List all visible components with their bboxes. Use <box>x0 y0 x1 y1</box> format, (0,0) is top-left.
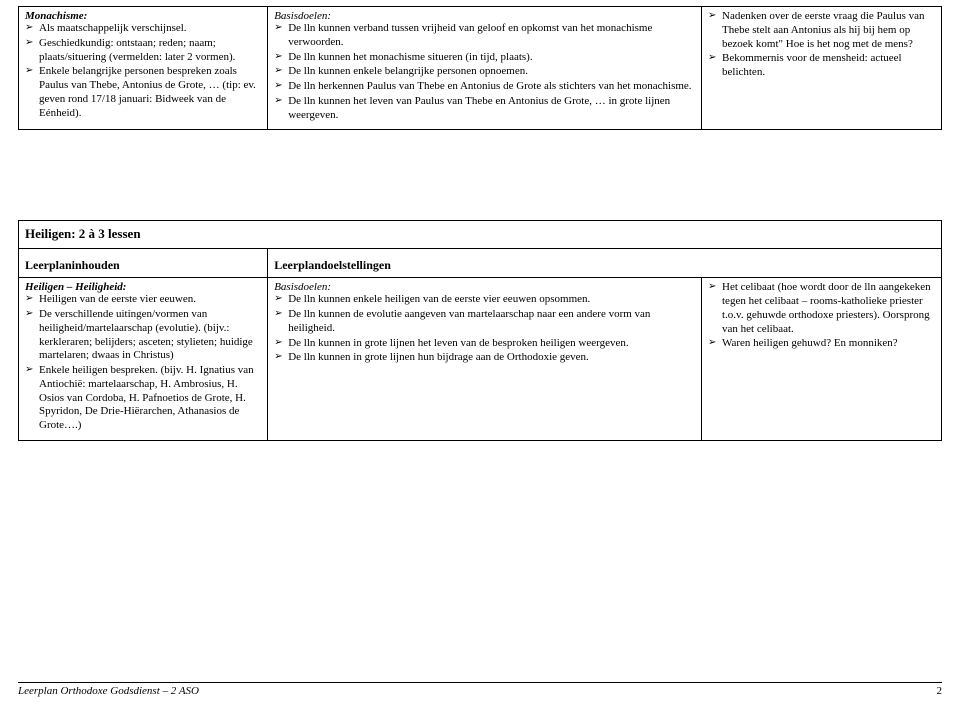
list-item: De lln kunnen in grote lijnen hun bijdra… <box>274 351 695 365</box>
list-item: De lln herkennen Paulus van Thebe en Ant… <box>274 80 695 94</box>
list-heiligen-inhoud: Heiligen van de eerste vier eeuwen. De v… <box>25 293 261 433</box>
list-item: De verschillende uitingen/vormen van hei… <box>25 308 261 363</box>
list-item: Geschiedkundig: ontstaan; reden; naam; p… <box>25 37 261 65</box>
list-item: De lln kunnen de evolutie aangeven van m… <box>274 308 695 336</box>
cell-monachisme-extra: Nadenken over de eerste vraag die Paulus… <box>702 7 942 130</box>
list-item: De lln kunnen in grote lijnen het leven … <box>274 337 695 351</box>
footer-title: Leerplan Orthodoxe Godsdienst – 2 ASO <box>18 685 199 697</box>
list-heiligen-extra: Het celibaat (hoe wordt door de lln aang… <box>708 281 935 351</box>
list-monachisme-extra: Nadenken over de eerste vraag die Paulus… <box>708 10 935 80</box>
page-footer: Leerplan Orthodoxe Godsdienst – 2 ASO 2 <box>18 682 942 697</box>
cell-heiligen-extra: Het celibaat (hoe wordt door de lln aang… <box>702 278 942 441</box>
list-item: Waren heiligen gehuwd? En monniken? <box>708 337 935 351</box>
heading-monachisme: Monachisme: <box>25 10 261 22</box>
list-item: Heiligen van de eerste vier eeuwen. <box>25 293 261 307</box>
heading-basisdoelen-1: Basisdoelen: <box>274 10 695 22</box>
list-item: De lln kunnen enkele heiligen van de eer… <box>274 293 695 307</box>
cell-section-title: Heiligen: 2 à 3 lessen <box>19 221 942 249</box>
list-item: De lln kunnen het monachisme situeren (i… <box>274 51 695 65</box>
footer-page-number: 2 <box>937 685 943 697</box>
list-item: Als maatschappelijk verschijnsel. <box>25 22 261 36</box>
heading-leerplaninhouden: Leerplaninhouden <box>25 258 261 273</box>
list-item: Enkele heiligen bespreken. (bijv. H. Ign… <box>25 364 261 433</box>
cell-heiligen-inhoud: Heiligen – Heiligheid: Heiligen van de e… <box>19 278 268 441</box>
heading-leerplandoelstellingen: Leerplandoelstellingen <box>274 258 935 273</box>
table-monachisme: Monachisme: Als maatschappelijk verschij… <box>18 6 942 130</box>
table-heiligen: Heiligen: 2 à 3 lessen Leerplaninhouden … <box>18 220 942 441</box>
list-item: De lln kunnen het leven van Paulus van T… <box>274 95 695 123</box>
cell-monachisme-doelen: Basisdoelen: De lln kunnen verband tusse… <box>268 7 702 130</box>
list-item: Enkele belangrijke personen bespreken zo… <box>25 65 261 120</box>
list-item: De lln kunnen verband tussen vrijheid va… <box>274 22 695 50</box>
cell-heiligen-doelen: Basisdoelen: De lln kunnen enkele heilig… <box>268 278 702 441</box>
heading-heiligen: Heiligen – Heiligheid: <box>25 281 261 293</box>
cell-leerplandoelstellingen-head: Leerplandoelstellingen <box>268 249 942 278</box>
list-monachisme-inhoud: Als maatschappelijk verschijnsel. Geschi… <box>25 22 261 120</box>
vertical-spacer <box>18 130 942 220</box>
section-title-heiligen: Heiligen: 2 à 3 lessen <box>25 226 935 242</box>
cell-monachisme-inhoud: Monachisme: Als maatschappelijk verschij… <box>19 7 268 130</box>
list-item: Nadenken over de eerste vraag die Paulus… <box>708 10 935 51</box>
list-item: De lln kunnen enkele belangrijke persone… <box>274 65 695 79</box>
cell-leerplaninhouden-head: Leerplaninhouden <box>19 249 268 278</box>
list-item: Het celibaat (hoe wordt door de lln aang… <box>708 281 935 336</box>
list-heiligen-doelen: De lln kunnen enkele heiligen van de eer… <box>274 293 695 365</box>
list-monachisme-doelen: De lln kunnen verband tussen vrijheid va… <box>274 22 695 122</box>
list-item: Bekommernis voor de mensheid: actueel be… <box>708 52 935 80</box>
heading-basisdoelen-2: Basisdoelen: <box>274 281 695 293</box>
